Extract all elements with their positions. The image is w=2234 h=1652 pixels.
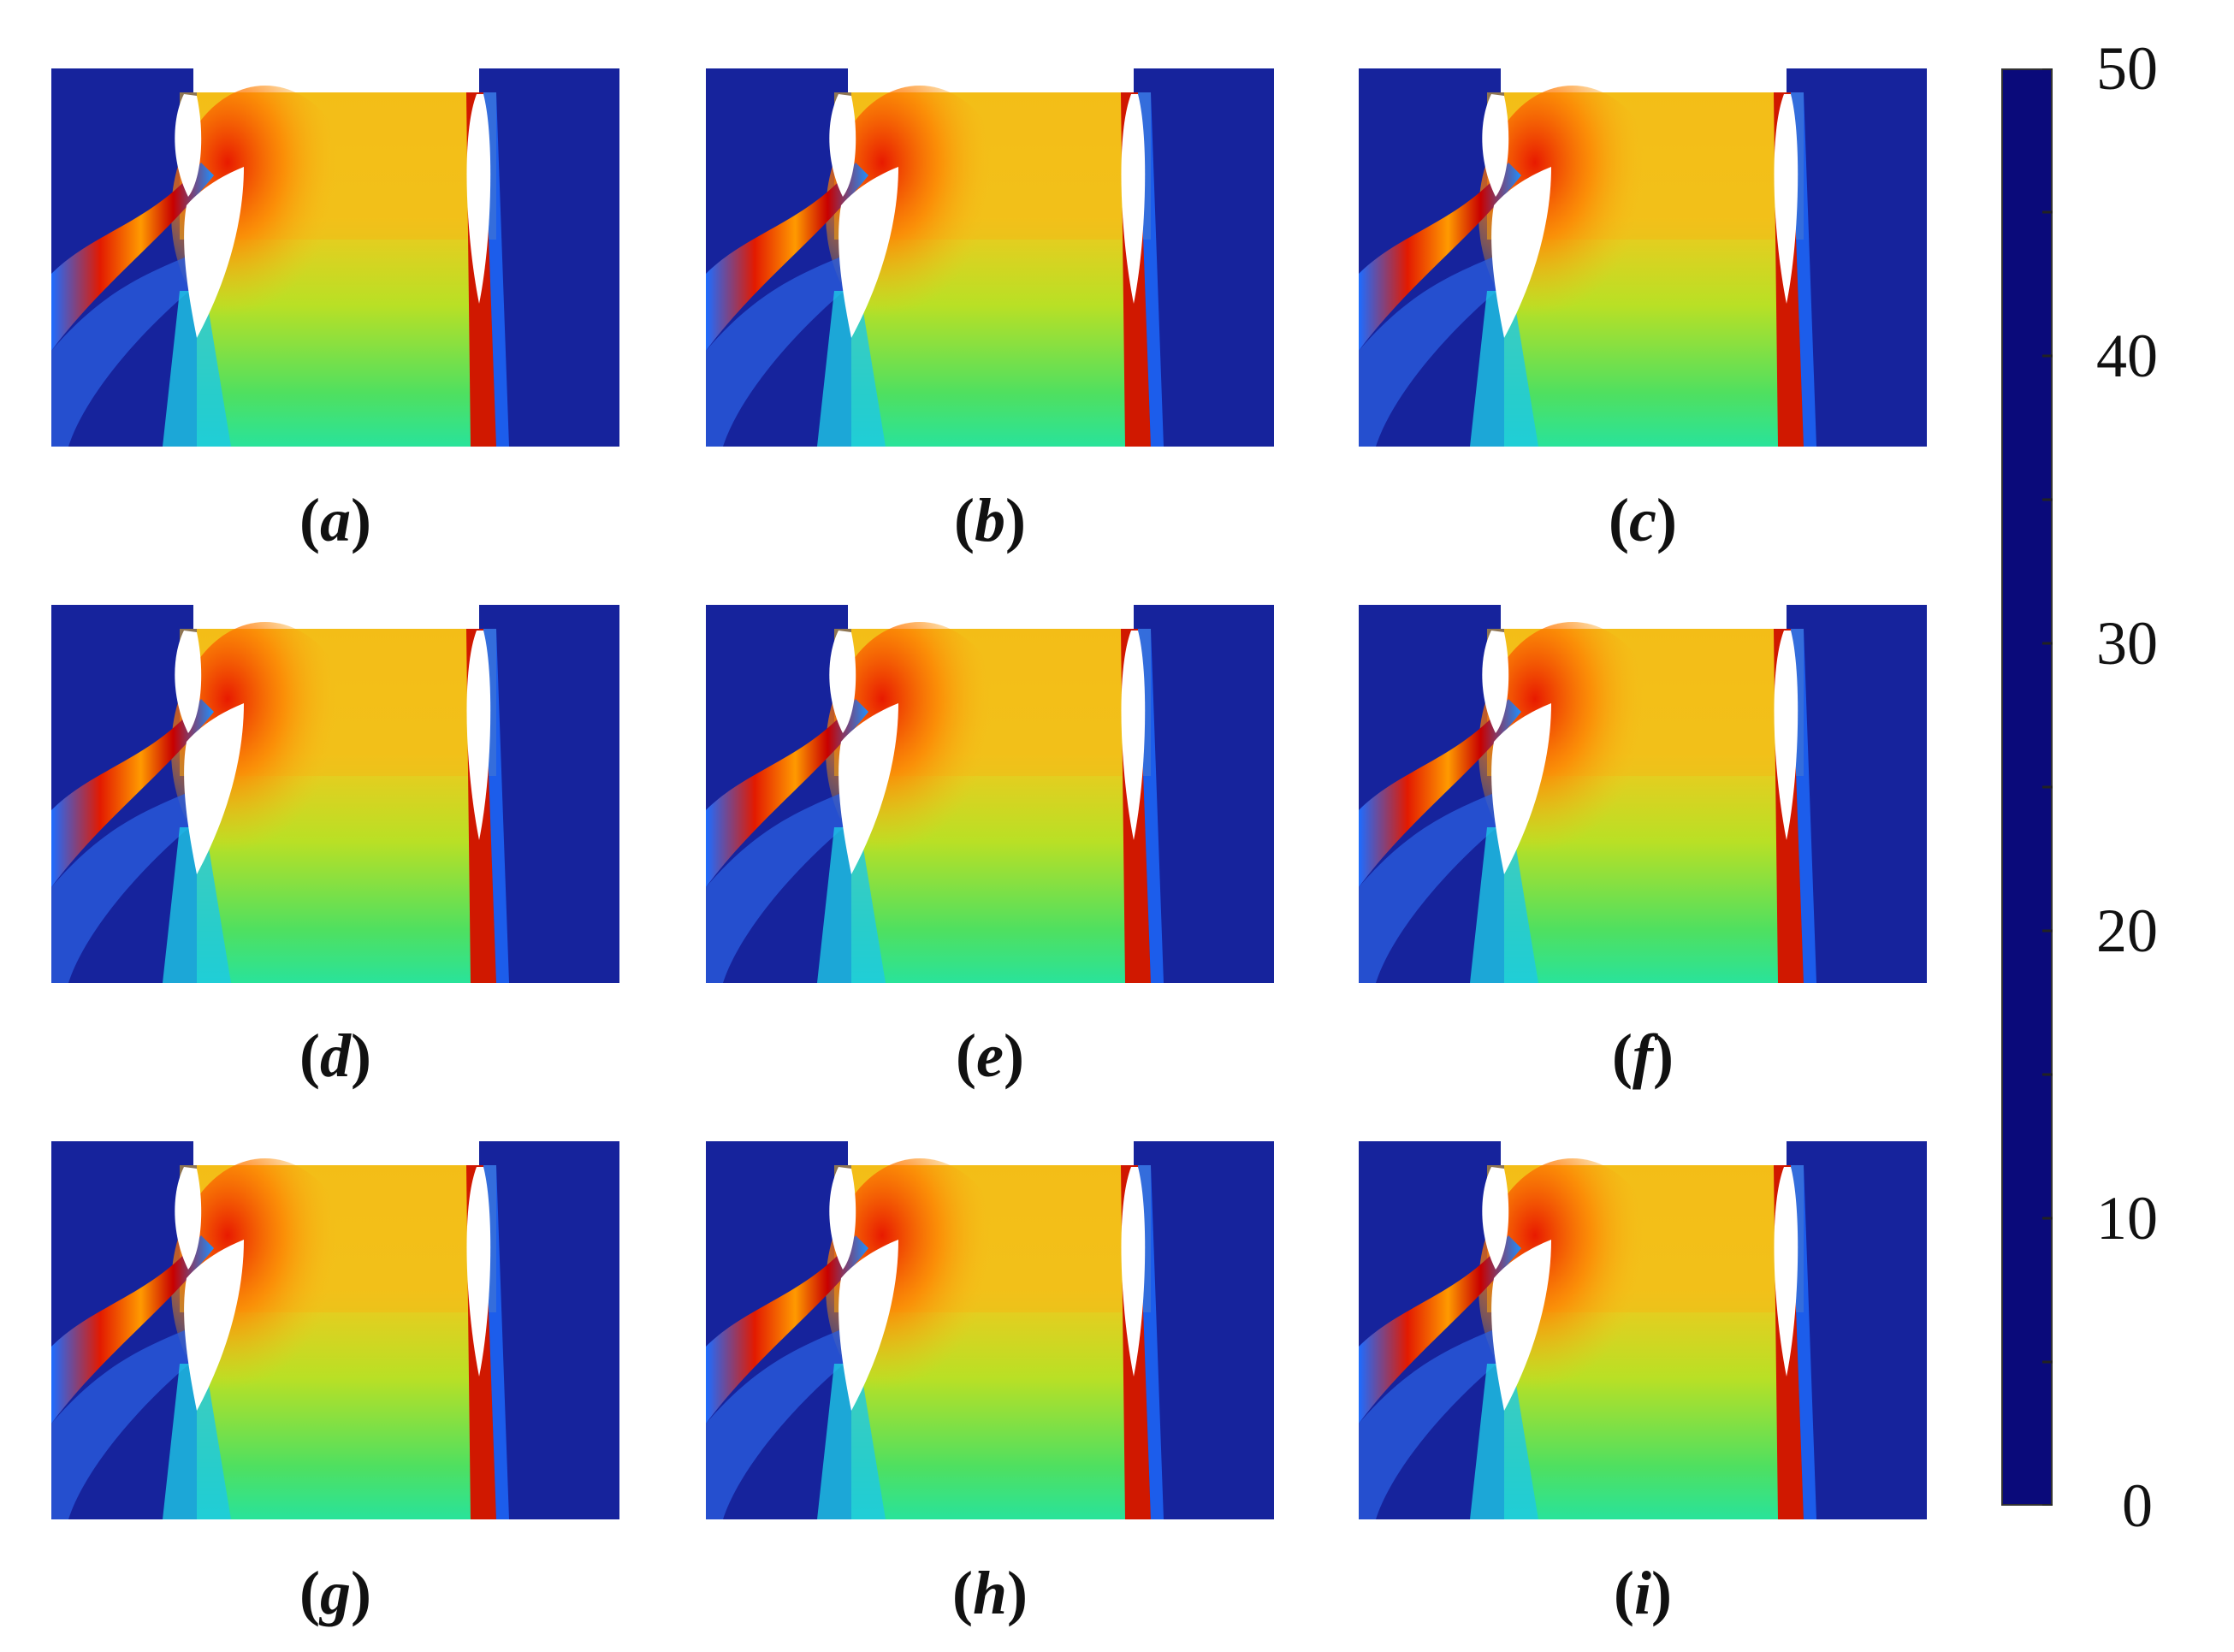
panel-label-letter: a	[320, 486, 351, 554]
panel-label-letter: b	[975, 486, 1005, 554]
panel-label-letter: d	[320, 1021, 351, 1090]
panel-label-letter: f	[1633, 1021, 1653, 1090]
panel-a	[51, 68, 619, 447]
velocity-contour-plot	[706, 68, 1274, 447]
colorbar-tick-label: 40	[2096, 322, 2158, 390]
panel-label: (c)	[1609, 486, 1677, 554]
panel-label: (e)	[956, 1021, 1024, 1090]
panel-e	[706, 605, 1274, 983]
panel-label-letter: e	[976, 1021, 1004, 1090]
colorbar-gradient	[2001, 68, 2053, 1506]
velocity-contour-plot	[51, 1141, 619, 1519]
panel-label: (g)	[299, 1559, 371, 1627]
panel-label: (f)	[1612, 1021, 1674, 1090]
panel-label-letter: i	[1633, 1559, 1651, 1627]
panel-g	[51, 1141, 619, 1519]
panel-label: (a)	[299, 486, 371, 554]
colorbar	[2001, 68, 2053, 1506]
panel-f	[1359, 605, 1927, 983]
velocity-contour-plot	[51, 605, 619, 983]
panel-d	[51, 605, 619, 983]
velocity-contour-plot	[1359, 605, 1927, 983]
panel-label-letter: c	[1629, 486, 1656, 554]
panel-label-letter: h	[972, 1559, 1008, 1627]
velocity-contour-plot	[706, 1141, 1274, 1519]
velocity-contour-plot	[51, 68, 619, 447]
panel-label: (h)	[951, 1559, 1028, 1627]
colorbar-tick-label: 10	[2096, 1184, 2158, 1252]
velocity-contour-plot	[1359, 1141, 1927, 1519]
panel-label-letter: g	[320, 1559, 351, 1627]
panel-c	[1359, 68, 1927, 447]
panel-b	[706, 68, 1274, 447]
colorbar-tick-label: 20	[2096, 897, 2158, 965]
colorbar-tick-label: 30	[2096, 609, 2158, 678]
colorbar-tick-label: 50	[2096, 34, 2158, 103]
velocity-contour-plot	[706, 605, 1274, 983]
panel-label: (i)	[1614, 1559, 1672, 1627]
colorbar-tick-label: 0	[2122, 1471, 2153, 1540]
panel-label: (d)	[299, 1021, 371, 1090]
velocity-contour-plot	[1359, 68, 1927, 447]
panel-h	[706, 1141, 1274, 1519]
panel-label: (b)	[954, 486, 1026, 554]
panel-i	[1359, 1141, 1927, 1519]
